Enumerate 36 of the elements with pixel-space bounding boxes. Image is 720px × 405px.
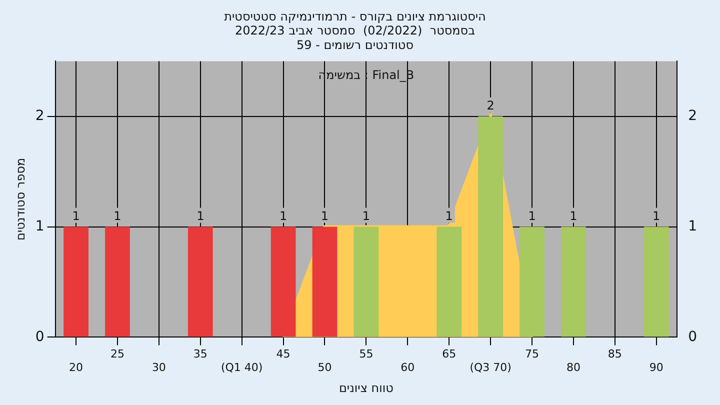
data-label: 1	[570, 208, 578, 223]
data-label: 1	[362, 208, 370, 223]
y2-tick-label: 2	[688, 108, 698, 124]
x-tick-label: 35	[193, 348, 208, 361]
x-tick-label: 90	[649, 360, 664, 374]
x-tick-label: (Q1 40)	[220, 360, 263, 374]
data-label: 1	[196, 208, 204, 223]
data-label: 2	[486, 98, 494, 112]
data-label: 1	[114, 208, 122, 223]
x-tick-label: 80	[566, 360, 580, 374]
x-tick-label: 55	[359, 348, 374, 361]
chart-subtitle: בסמסטר (02/2022) סמסטר אביב 2022/23 סטודנטים רשומים - 59	[234, 24, 476, 52]
data-label: 1	[279, 208, 288, 223]
x-tick-label: 25	[110, 348, 124, 361]
x-tick-label: 45	[276, 348, 290, 361]
chart-title: היסטוגרמת ציונים בקורס - תרמודינמיקה סטטיסטית	[224, 9, 486, 24]
data-label: 1	[445, 208, 453, 223]
y-tick-label: 0	[35, 328, 44, 345]
y2-tick-label: 0	[688, 328, 698, 345]
x-tick-label: 65	[442, 348, 456, 361]
data-label: 1	[320, 208, 329, 223]
x-tick-label: 50	[318, 360, 332, 374]
y-tick-label: 2	[35, 108, 44, 124]
x-tick-label: 85	[608, 348, 622, 361]
y-tick-label: 1	[35, 218, 44, 234]
x-tick-label: 20	[69, 360, 84, 374]
x-tick-label: 60	[400, 360, 415, 374]
y-axis-title: מספר סטודנטים	[13, 158, 28, 241]
x-axis-title: טווח ציונים	[338, 380, 394, 395]
data-label: 1	[528, 208, 536, 223]
y2-tick-label: 1	[688, 218, 698, 234]
x-tick-label: 30	[152, 360, 166, 374]
data-label: 1	[72, 208, 80, 223]
x-tick-label: (Q3 70)	[470, 360, 512, 374]
x-tick-label: 75	[525, 348, 540, 361]
data-label: 1	[652, 208, 660, 223]
